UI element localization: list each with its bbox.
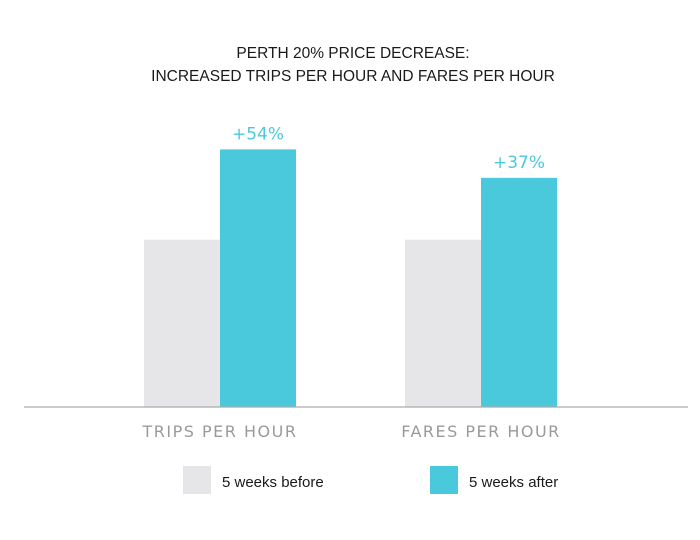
legend-swatch-before [183,466,211,494]
chart-title: PERTH 20% PRICE DECREASE: [236,45,469,62]
bar-after-fares [481,177,557,407]
bars-group: +54% +37% [144,124,557,407]
data-label-trips: +54% [232,124,284,144]
legend-label-before: 5 weeks before [222,474,324,491]
legend-label-after: 5 weeks after [469,474,558,491]
category-label-trips: TRIPS PER HOUR [142,422,298,441]
bar-after-trips [220,149,296,407]
legend-swatch-after [430,466,458,494]
category-label-fares: FARES PER HOUR [401,422,561,441]
legend: 5 weeks before 5 weeks after [183,466,558,494]
bar-before-trips [144,239,220,407]
data-label-fares: +37% [493,153,545,173]
bar-before-fares [405,239,481,407]
chart-subtitle: INCREASED TRIPS PER HOUR AND FARES PER H… [151,68,555,85]
